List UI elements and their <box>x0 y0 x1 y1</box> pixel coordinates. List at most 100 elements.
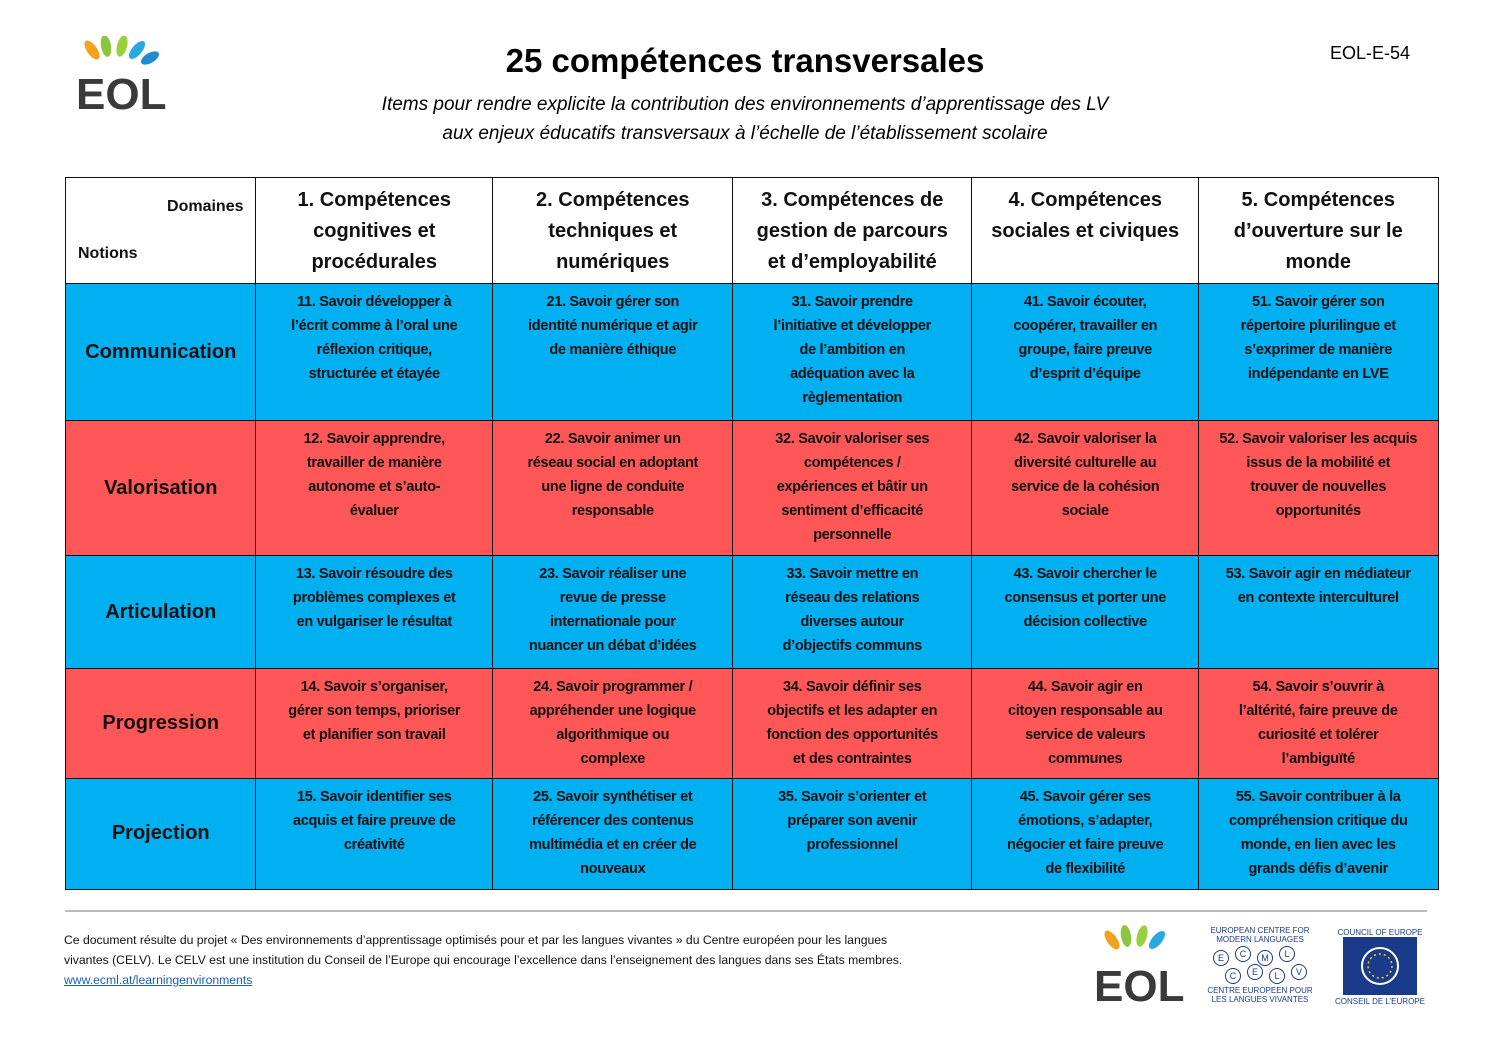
cell-line: 43. Savoir chercher le <box>1013 566 1158 582</box>
competence-cell: 41. Savoir écouter, coopérer, travailler … <box>971 283 1200 422</box>
competence-cell: 51. Savoir gérer son répertoire pluriling… <box>1198 283 1439 422</box>
logo-text: EOL <box>76 70 166 114</box>
cell-line: service de la cohésion <box>1011 479 1160 495</box>
ecml-letter: V <box>1291 964 1307 980</box>
header-line: numériques <box>556 251 670 273</box>
cell-line: coopérer, travailler en <box>1013 318 1158 334</box>
notion-cell: Communication <box>65 283 257 422</box>
header-line: et d’employabilité <box>767 251 937 273</box>
cell-line: 34. Savoir définir ses <box>783 679 922 695</box>
competence-cell: 23. Savoir réaliser une revue de presse in… <box>492 555 734 670</box>
column-header: 2. Compétences techniques et numériques <box>492 177 734 285</box>
cell-line: consensus et porter une <box>1004 590 1167 606</box>
columns-label: Domaines <box>167 198 244 215</box>
subtitle: Items pour rendre explicite la contribut… <box>0 90 1490 148</box>
ecml-letter: C <box>1235 946 1251 962</box>
cell-line: algorithmique ou <box>556 727 670 743</box>
cell-line: l’ambiguïté <box>1281 751 1356 767</box>
cell-line: de flexibilité <box>1045 861 1126 877</box>
cell-line: 21. Savoir gérer son <box>546 294 680 310</box>
cell-line: décision collective <box>1023 614 1148 630</box>
cell-line: de l’ambition en <box>799 342 906 358</box>
cell-line: fonction des opportunités <box>766 727 939 743</box>
notion-label: Valorisation <box>104 476 218 499</box>
competence-cell: 25. Savoir synthétiser et référencer des … <box>492 778 734 890</box>
notion-cell: Projection <box>65 778 257 890</box>
cell-line: appréhender une logique <box>529 703 697 719</box>
cell-line: négocier et faire preuve <box>1007 837 1164 853</box>
cell-line: référencer des contenus <box>531 813 694 829</box>
coe-flag <box>1343 937 1417 995</box>
notion-cell: Valorisation <box>65 420 257 557</box>
footer-line: Ce document résulte du projet « Des envi… <box>64 933 888 947</box>
competence-cell: 52. Savoir valoriser les acquis issus de … <box>1198 420 1439 557</box>
cell-line: personnelle <box>813 527 892 543</box>
competence-cell: 13. Savoir résoudre des problèmes complex… <box>255 555 494 670</box>
cell-line: préparer son avenir <box>787 813 918 829</box>
separator <box>65 910 1427 912</box>
cell-line: autonome et s’auto- <box>308 479 441 495</box>
competence-cell: 32. Savoir valoriser ses compétences / exp… <box>732 420 973 557</box>
cell-line: service de valeurs <box>1025 727 1146 743</box>
header-line: monde <box>1285 251 1352 273</box>
title: 25 compétences transversales <box>505 42 985 79</box>
footer-line: vivantes (CELV). Le CELV est une institu… <box>64 953 903 967</box>
competence-cell: 31. Savoir prendre l’initiative et dévelo… <box>732 283 973 422</box>
cell-line: l’écrit comme à l’oral une <box>291 318 458 334</box>
cell-line: 13. Savoir résoudre des <box>295 566 453 582</box>
cell-line: nouveaux <box>580 861 646 877</box>
cell-line: 12. Savoir apprendre, <box>303 431 445 447</box>
cell-line: de manière éthique <box>549 342 677 358</box>
column-header: 3. Compétences de gestion de parcours et d… <box>732 177 973 285</box>
header-line: gestion de parcours <box>756 220 948 242</box>
competence-cell: 54. Savoir s’ouvrir à l’altérité, faire p… <box>1198 668 1439 780</box>
competence-cell: 14. Savoir s’organiser, gérer son temps, … <box>255 668 494 780</box>
competence-cell: 35. Savoir s’orienter et préparer son ave… <box>732 778 973 890</box>
cell-line: en vulgariser le résultat <box>296 614 453 630</box>
header-line: techniques et <box>548 220 678 242</box>
cell-line: 31. Savoir prendre <box>791 294 913 310</box>
ecml-bottom: CENTRE EUROPEEN POUR <box>1207 986 1313 995</box>
cell-line: 33. Savoir mettre en <box>786 566 919 582</box>
cell-line: issus de la mobilité et <box>1246 455 1391 471</box>
cell-line: 42. Savoir valoriser la <box>1014 431 1157 447</box>
competence-cell: 21. Savoir gérer son identité numérique e… <box>492 283 734 422</box>
competence-cell: 11. Savoir développer à l’écrit comme à l… <box>255 283 494 422</box>
header-line: d’ouverture sur le <box>1233 220 1403 242</box>
competence-cell: 53. Savoir agir en médiateur en contexte … <box>1198 555 1439 670</box>
cell-line: professionnel <box>806 837 898 853</box>
competence-cell: 33. Savoir mettre en réseau des relations… <box>732 555 973 670</box>
header-line: 1. Compétences <box>297 189 451 211</box>
cell-line: travailler de manière <box>306 455 442 471</box>
cell-line: réseau social en adoptant <box>527 455 699 471</box>
cell-line: internationale pour <box>549 614 676 630</box>
cell-line: d’esprit d’équipe <box>1029 366 1141 382</box>
notion-label: Projection <box>111 822 210 845</box>
header-line: 2. Compétences <box>536 189 690 211</box>
header-line: 3. Compétences de <box>761 189 944 211</box>
notion-cell: Progression <box>65 668 257 780</box>
cell-line: 54. Savoir s’ouvrir à <box>1252 679 1385 695</box>
cell-line: grands défis d’avenir <box>1248 861 1389 877</box>
cell-line: règlementation <box>802 390 903 406</box>
eol-logo-small: EOL <box>1094 925 1184 1005</box>
cell-line: 15. Savoir identifier ses <box>297 789 452 805</box>
notion-label: Communication <box>85 340 237 363</box>
cell-line: 25. Savoir synthétiser et <box>533 789 693 805</box>
cell-line: et planifier son travail <box>302 727 446 743</box>
cell-line: émotions, s’adapter, <box>1018 813 1153 829</box>
notion-cell: Articulation <box>65 555 257 670</box>
cell-line: complexe <box>580 751 646 767</box>
cell-line: 22. Savoir animer un <box>544 431 681 447</box>
coe-top: COUNCIL OF EUROPE <box>1337 928 1423 937</box>
competence-cell: 15. Savoir identifier ses acquis et faire… <box>255 778 494 890</box>
cell-line: revue de presse <box>559 590 666 606</box>
ecml-top: EUROPEAN CENTRE FOR <box>1210 926 1310 935</box>
cell-line: expériences et bâtir un <box>776 479 928 495</box>
cell-line: 44. Savoir agir en <box>1027 679 1143 695</box>
competence-cell: 34. Savoir définir ses objectifs et les a… <box>732 668 973 780</box>
cell-line: compréhension critique du <box>1228 813 1408 829</box>
subtitle-line: Items pour rendre explicite la contribut… <box>381 94 1109 115</box>
footer-link[interactable]: www.ecml.at/learningenvironments <box>64 973 253 987</box>
